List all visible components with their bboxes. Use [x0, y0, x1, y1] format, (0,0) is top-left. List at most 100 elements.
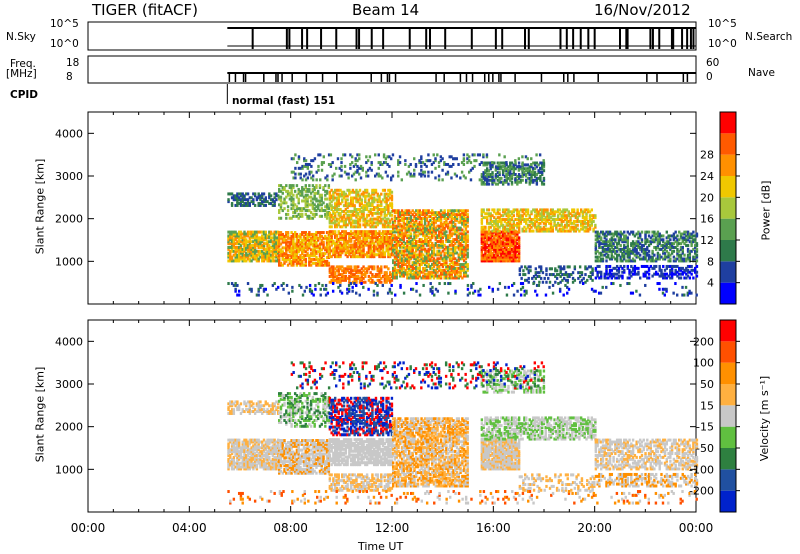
echo-cell: [498, 255, 501, 259]
echo-cell: [491, 238, 494, 242]
echo-cell: [525, 218, 528, 222]
echo-cell: [452, 263, 455, 267]
echo-cell: [376, 243, 379, 247]
echo-cell: [594, 251, 598, 255]
echo-cell: [507, 165, 510, 169]
echo-cell: [501, 227, 505, 231]
echo-cell: [533, 219, 537, 223]
echo-cell: [500, 161, 503, 165]
echo-cell: [393, 251, 397, 255]
echo-cell: [438, 245, 441, 249]
echo-cell: [448, 209, 452, 213]
echo-cell: [365, 267, 369, 271]
echo-cell: [656, 251, 660, 255]
echo-cell: [349, 198, 353, 202]
echo-cell: [318, 236, 322, 240]
echo-cell: [313, 257, 316, 261]
echo-cell: [432, 224, 436, 228]
echo-cell: [623, 257, 626, 261]
echo-cell: [376, 223, 379, 227]
echo-cell: [503, 180, 507, 184]
echo-cell: [393, 216, 397, 220]
echo-cell: [339, 243, 342, 247]
echo-cell: [250, 249, 253, 253]
echo-cell: [266, 234, 269, 238]
echo-cell: [507, 227, 510, 231]
echo-cell: [482, 236, 485, 240]
echo-cell: [644, 257, 647, 261]
echo-cell: [455, 276, 459, 280]
echo-cell: [281, 238, 284, 242]
echo-cell: [429, 255, 432, 259]
echo-cell: [248, 240, 252, 244]
echo-cell: [617, 242, 621, 246]
echo-cell: [507, 236, 510, 240]
echo-cell: [306, 234, 309, 238]
echo-cell: [269, 198, 273, 202]
echo-cell: [542, 176, 546, 180]
echo-cell: [464, 243, 468, 247]
echo-cell: [532, 180, 535, 184]
echo-cell: [337, 271, 340, 275]
echo-cell: [371, 273, 374, 277]
echo-cell: [301, 186, 304, 190]
echo-cell: [349, 190, 353, 194]
echo-cell: [516, 253, 519, 257]
echo-cell: [484, 230, 487, 234]
echo-cell: [552, 273, 555, 277]
echo-cell: [292, 246, 295, 250]
echo-cell: [548, 227, 551, 231]
echo-cell: [610, 244, 614, 248]
echo-cell: [457, 270, 461, 274]
echo-cell: [615, 234, 619, 238]
echo-cell: [364, 219, 367, 223]
echo-cell: [266, 253, 269, 257]
echo-cell: [612, 234, 615, 238]
echo-cell: [623, 234, 626, 238]
echo-cell: [376, 221, 379, 225]
echo-cell: [344, 219, 348, 223]
echo-cell: [532, 221, 535, 225]
echo-cell: [519, 178, 523, 182]
echo-cell: [342, 235, 346, 239]
echo-cell: [510, 216, 514, 220]
echo-cell: [434, 230, 437, 234]
echo-cell: [239, 251, 243, 255]
echo-cell: [353, 255, 356, 259]
echo-cell: [574, 225, 578, 229]
echo-cell: [328, 245, 332, 249]
echo-cell: [346, 223, 349, 227]
echo-cell: [395, 238, 398, 242]
echo-cell: [500, 234, 503, 238]
echo-cell: [607, 240, 610, 244]
echo-cell: [512, 240, 515, 244]
echo-cell: [544, 218, 547, 222]
echo-cell: [339, 219, 342, 223]
echo-cell: [560, 218, 563, 222]
echo-cell: [275, 192, 278, 196]
echo-cell: [422, 268, 425, 272]
echo-cell: [362, 219, 365, 223]
echo-cell: [257, 251, 260, 255]
echo-cell: [320, 238, 323, 242]
echo-cell: [519, 174, 523, 178]
echo-cell: [248, 245, 252, 249]
echo-cell: [596, 230, 599, 234]
echo-cell: [393, 211, 397, 215]
echo-cell: [330, 237, 333, 241]
echo-cell: [399, 215, 402, 219]
echo-cell: [388, 237, 392, 241]
echo-cell: [406, 270, 409, 274]
echo-cell: [487, 244, 491, 248]
echo-cell: [322, 187, 325, 191]
echo-cell: [371, 219, 374, 223]
echo-cell: [313, 212, 316, 216]
echo-cell: [348, 215, 351, 219]
echo-cell: [320, 259, 323, 263]
echo-cell: [293, 232, 297, 236]
echo-cell: [462, 230, 466, 234]
echo-cell: [243, 230, 246, 234]
echo-cell: [333, 211, 337, 215]
echo-cell: [493, 227, 496, 231]
echo-cell: [390, 225, 394, 229]
